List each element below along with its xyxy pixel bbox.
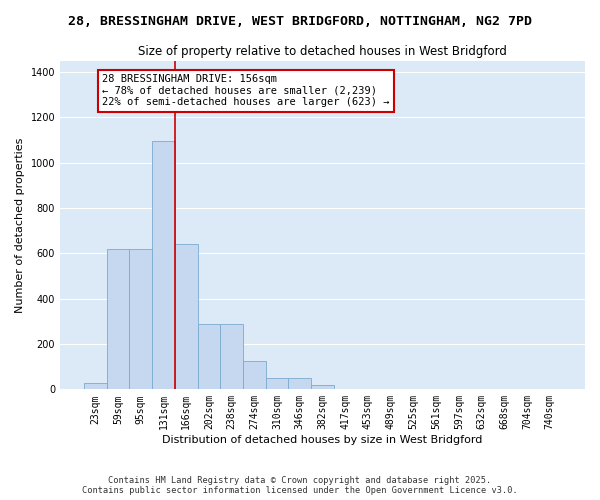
Bar [175,244,197,390]
X-axis label: Distribution of detached houses by size in West Bridgford: Distribution of detached houses by size … [163,435,483,445]
Bar [152,141,175,390]
Bar [84,382,107,390]
Title: Size of property relative to detached houses in West Bridgford: Size of property relative to detached ho… [138,45,507,58]
Text: Contains HM Land Registry data © Crown copyright and database right 2025.
Contai: Contains HM Land Registry data © Crown c… [82,476,518,495]
Bar [197,324,220,390]
Bar [130,249,152,390]
Bar [311,386,334,390]
Bar [107,249,130,390]
Bar [266,378,289,390]
Bar [220,324,243,390]
Bar [243,361,266,390]
Y-axis label: Number of detached properties: Number of detached properties [15,138,25,312]
Text: 28, BRESSINGHAM DRIVE, WEST BRIDGFORD, NOTTINGHAM, NG2 7PD: 28, BRESSINGHAM DRIVE, WEST BRIDGFORD, N… [68,15,532,28]
Bar [289,378,311,390]
Text: 28 BRESSINGHAM DRIVE: 156sqm
← 78% of detached houses are smaller (2,239)
22% of: 28 BRESSINGHAM DRIVE: 156sqm ← 78% of de… [102,74,389,108]
